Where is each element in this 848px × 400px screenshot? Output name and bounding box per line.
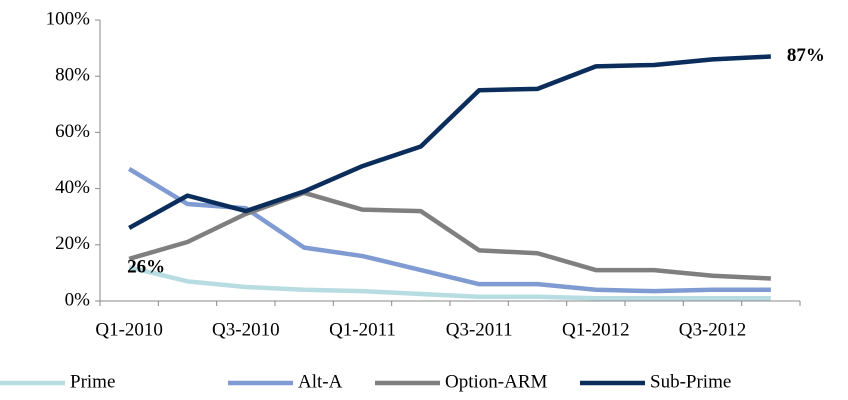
series-line [128,190,771,281]
legend-label: Sub-Prime [650,371,731,392]
y-tick-label: 20% [55,233,90,254]
legend-label: Option-ARM [445,371,548,392]
x-tick-label: Q1-2012 [562,319,630,340]
y-tick-label: 60% [55,121,90,142]
x-tick-label: Q3-2012 [679,319,747,340]
y-tick-label: 0% [65,289,91,310]
legend-label: Prime [70,371,115,392]
data-label: 26% [127,256,165,277]
y-tick-label: 40% [55,177,90,198]
x-tick-label: Q1-2011 [329,319,396,340]
y-tick-label: 100% [46,8,91,29]
x-tick-label: Q3-2011 [446,319,513,340]
y-tick-label: 80% [55,65,90,86]
series-line [128,54,771,230]
legend-label: Alt-A [298,371,343,392]
series-line [128,265,771,301]
data-label: 87% [787,45,825,66]
x-tick-label: Q1-2010 [95,319,163,340]
x-tick-label: Q3-2010 [212,319,280,340]
